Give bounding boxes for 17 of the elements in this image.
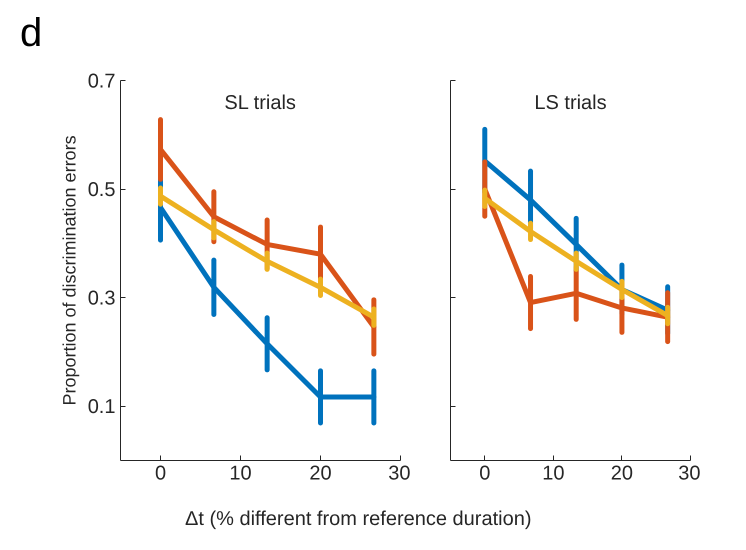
x-axis-title: Δt (% different from reference duration) [185,507,532,532]
y-tick-label: 0.7 [88,70,116,92]
x-tick-label: 30 [678,462,701,484]
x-tick-label: 20 [610,462,634,484]
text: SL trials [224,92,296,114]
x-tick-label: 0 [479,462,490,484]
y-tick-label: 0.3 [88,288,116,310]
x-tick-label: 0 [154,462,166,484]
y-axis-title: Proportion of discrimination errors [60,135,80,406]
text: LS trials [534,92,607,114]
x-tick-label: 10 [542,462,564,484]
x-tick-label: 10 [229,462,252,484]
text: d [20,10,42,57]
x-tick-label: 30 [388,462,411,484]
y-tick-label: 0.5 [88,179,116,202]
x-tick-label: 20 [309,462,332,484]
y-tick-label: 0.1 [88,396,116,418]
